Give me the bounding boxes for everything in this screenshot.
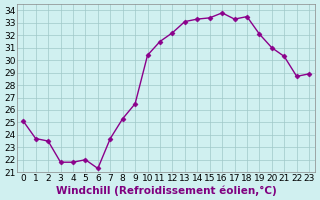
X-axis label: Windchill (Refroidissement éolien,°C): Windchill (Refroidissement éolien,°C) [56,185,276,196]
